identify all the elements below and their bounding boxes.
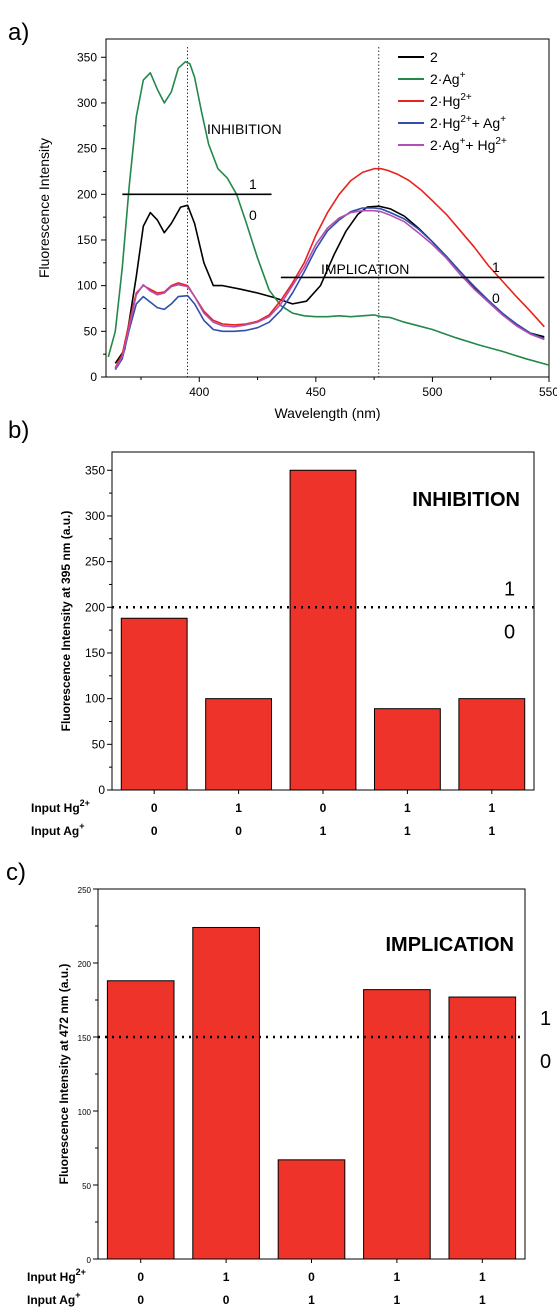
- y-tick-label: 200: [78, 960, 92, 969]
- bar-2: [205, 698, 273, 791]
- threshold-lower-label: 0: [540, 1051, 551, 1073]
- threshold-lower-label: 0: [249, 207, 257, 223]
- panel-letter-b: b): [8, 417, 29, 444]
- bar-1: [120, 617, 188, 791]
- y-axis-label: Fluorescence Intensity: [36, 138, 52, 278]
- input-ag-value: 1: [479, 1293, 486, 1307]
- x-tick-label: 550: [539, 385, 557, 399]
- y-tick-label: 150: [78, 1034, 92, 1043]
- input-ag-value: 1: [308, 1293, 315, 1307]
- x-tick-label: 500: [422, 385, 442, 399]
- threshold-upper-label: 1: [540, 1008, 551, 1030]
- y-tick-label: 200: [77, 187, 97, 201]
- input-hg-value: 1: [394, 1270, 401, 1284]
- annotation-inhibition: INHIBITION: [207, 121, 282, 137]
- bar-chart-inhibition: 0010011111050100150200250300350Fluoresce…: [31, 451, 535, 838]
- y-axis-label: Fluorescence Intensity at 395 nm (a.u.): [59, 511, 73, 732]
- threshold-lower-label: 0: [504, 621, 515, 643]
- y-tick-label: 250: [85, 555, 105, 569]
- y-tick-label: 350: [77, 50, 97, 64]
- y-tick-label: 200: [85, 600, 105, 614]
- series-line-5: [114, 209, 545, 370]
- legend-entry-4: 2·Hg2++ Ag+: [430, 114, 506, 131]
- row-label-hg: Input Hg2+: [27, 1267, 86, 1284]
- annotation-label: IMPLICATION: [385, 934, 514, 956]
- bar-3: [277, 1159, 346, 1260]
- bar-5: [458, 698, 526, 791]
- y-tick-label: 0: [87, 1256, 92, 1265]
- input-hg-value: 0: [137, 1270, 144, 1284]
- annotation-label: INHIBITION: [412, 489, 520, 511]
- input-ag-value: 1: [404, 824, 411, 838]
- input-hg-value: 1: [404, 801, 411, 815]
- input-ag-value: 0: [137, 1293, 144, 1307]
- input-hg-value: 0: [151, 801, 158, 815]
- bar-5: [448, 996, 517, 1260]
- row-label-ag: Input Ag+: [27, 1290, 80, 1307]
- threshold-lower-label: 0: [492, 290, 500, 306]
- y-tick-label: 100: [77, 279, 97, 293]
- row-label-hg: Input Hg2+: [31, 798, 90, 815]
- panel-letter-a: a): [8, 19, 29, 46]
- bar-4: [363, 989, 431, 1260]
- y-tick-label: 100: [85, 692, 105, 706]
- threshold-upper-label: 1: [504, 578, 515, 600]
- input-hg-value: 1: [223, 1270, 230, 1284]
- input-hg-value: 1: [235, 801, 242, 815]
- series-line-2: [107, 61, 550, 366]
- input-ag-value: 0: [151, 824, 158, 838]
- y-tick-label: 300: [85, 509, 105, 523]
- row-label-ag: Input Ag+: [31, 821, 84, 838]
- bar-2: [192, 926, 260, 1260]
- legend-entry-5: 2·Ag++ Hg2+: [430, 136, 507, 153]
- input-hg-value: 0: [308, 1270, 315, 1284]
- input-ag-value: 1: [320, 824, 327, 838]
- plot-frame: [105, 38, 550, 378]
- input-hg-value: 1: [479, 1270, 486, 1284]
- y-tick-label: 250: [78, 886, 92, 895]
- y-axis-label: Fluorescence Intensity at 472 nm (a.u.): [57, 964, 71, 1185]
- input-hg-value: 1: [488, 801, 495, 815]
- y-tick-label: 150: [85, 646, 105, 660]
- input-ag-value: 1: [488, 824, 495, 838]
- legend-entry-1: 2: [430, 49, 438, 65]
- bar-4: [373, 708, 441, 791]
- y-tick-label: 0: [98, 783, 105, 797]
- series-line-3: [114, 167, 545, 369]
- y-tick-label: 250: [77, 142, 97, 156]
- y-tick-label: 150: [77, 233, 97, 247]
- input-ag-value: 1: [394, 1293, 401, 1307]
- bar-3: [289, 469, 357, 791]
- legend-entry-3: 2·Hg2+: [430, 92, 472, 109]
- y-tick-label: 300: [77, 96, 97, 110]
- y-tick-label: 50: [92, 737, 106, 751]
- x-tick-label: 400: [189, 385, 209, 399]
- series-line-4: [114, 207, 545, 371]
- input-hg-value: 0: [320, 801, 327, 815]
- y-tick-label: 50: [82, 1182, 91, 1191]
- legend-entry-2: 2·Ag+: [430, 70, 466, 87]
- threshold-upper-label: 1: [492, 259, 500, 275]
- y-tick-label: 100: [78, 1108, 92, 1117]
- threshold-upper-label: 1: [249, 176, 257, 192]
- input-ag-value: 0: [235, 824, 242, 838]
- y-tick-label: 0: [90, 370, 97, 384]
- annotation-implication: IMPLICATION: [321, 261, 409, 277]
- bar-1: [106, 980, 175, 1260]
- y-tick-label: 350: [85, 463, 105, 477]
- panel-letter-c: c): [6, 859, 26, 886]
- input-ag-value: 0: [223, 1293, 230, 1307]
- x-tick-label: 450: [306, 385, 326, 399]
- x-axis-label: Wavelength (nm): [274, 405, 380, 421]
- y-tick-label: 50: [84, 324, 98, 338]
